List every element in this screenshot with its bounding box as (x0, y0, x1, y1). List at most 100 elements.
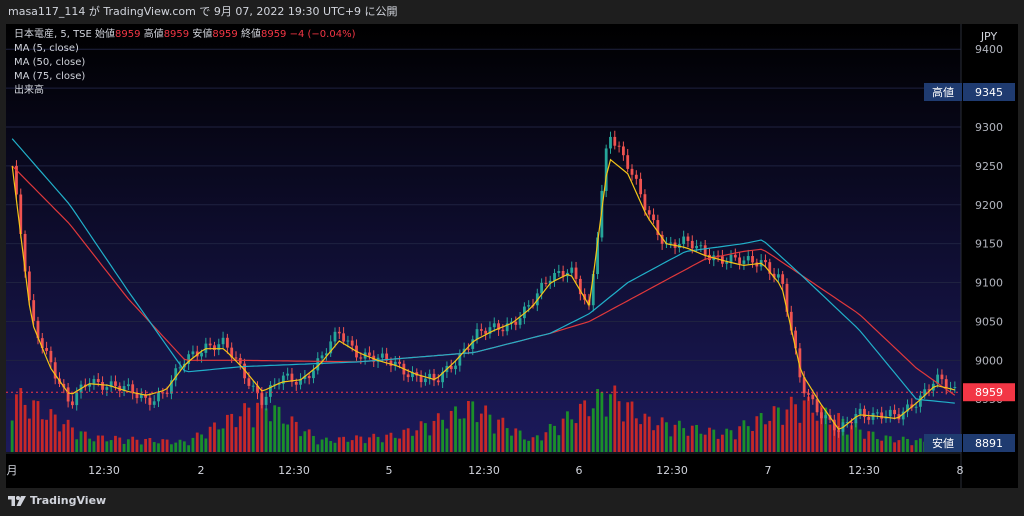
volume-bar (824, 407, 828, 452)
publish-caption: masa117_114 が TradingView.com で 9月 07, 2… (8, 5, 398, 18)
volume-bar (126, 439, 130, 452)
candle-body (389, 360, 393, 366)
x-tick-label: 12:30 (278, 464, 310, 477)
volume-bar (109, 440, 113, 452)
volume-bar (368, 437, 371, 452)
volume-bar (27, 418, 31, 452)
candle-body (312, 370, 315, 379)
volume-bar (415, 430, 419, 452)
y-tick-label: 9250 (975, 160, 1003, 173)
volume-bar (260, 392, 264, 452)
volume-bar (613, 385, 617, 452)
volume-bar (277, 406, 281, 452)
legend-low-label: 安値 (192, 29, 213, 40)
candle-body (161, 392, 165, 394)
chart-panel[interactable]: JPY8950900090509100915092009250930093509… (6, 24, 1018, 488)
volume-bar (703, 434, 707, 452)
candlestick-chart[interactable]: JPY8950900090509100915092009250930093509… (6, 24, 1018, 488)
candle-body (492, 323, 496, 328)
volume-bar (346, 441, 350, 452)
candle-body (467, 348, 470, 350)
candle-body (92, 379, 96, 384)
candle-body (27, 271, 31, 301)
y-tick-label: 9050 (975, 315, 1003, 328)
y-tick-label: 9200 (975, 199, 1003, 212)
legend-ma50[interactable]: MA (50, close) (14, 57, 86, 68)
volume-bar (217, 429, 221, 452)
candle-body (337, 331, 341, 334)
volume-bar (45, 419, 48, 452)
volume-bar (600, 392, 604, 452)
volume-bar (721, 434, 724, 452)
candle-body (548, 280, 552, 284)
candle-body (751, 256, 754, 263)
legend-ma5[interactable]: MA (5, close) (14, 43, 79, 54)
candle-body (324, 353, 328, 356)
candle-body (742, 260, 746, 264)
volume-bar (66, 419, 70, 452)
candle-body (53, 362, 57, 379)
volume-bar (652, 430, 655, 452)
candle-body (126, 384, 130, 387)
candle-body (139, 394, 143, 399)
volume-bar (492, 433, 496, 452)
high-marker-tag (924, 83, 962, 101)
candle-body (540, 282, 544, 294)
volume-bar (15, 394, 18, 452)
candle-body (144, 394, 147, 398)
volume-bar (776, 407, 780, 452)
candle-body (247, 378, 251, 386)
high-marker-price-box (963, 83, 1015, 101)
volume-bar (699, 433, 703, 452)
volume-bar (290, 416, 294, 452)
volume-bar (587, 416, 591, 452)
candle-body (157, 392, 160, 402)
candle-body (708, 254, 711, 261)
volume-bar (850, 425, 853, 452)
candle-body (789, 311, 793, 331)
candle-body (441, 372, 445, 383)
candle-body (613, 136, 617, 146)
candle-body (131, 384, 135, 394)
candle-body (307, 375, 311, 379)
volume-bar (884, 435, 888, 452)
volume-bar (195, 432, 199, 452)
volume-bar (591, 408, 595, 452)
volume-bar (299, 436, 302, 452)
volume-bar (333, 442, 337, 452)
volume-bar (441, 419, 445, 452)
volume-bar (32, 400, 36, 452)
candle-body (105, 387, 109, 390)
legend-volume[interactable]: 出来高 (14, 85, 44, 96)
volume-bar (213, 422, 216, 452)
candle-body (174, 368, 178, 381)
plot-background (6, 24, 961, 452)
volume-bar (488, 414, 492, 452)
volume-bar (501, 417, 505, 452)
volume-bar (712, 429, 716, 452)
volume-bar (320, 439, 324, 452)
candle-body (820, 412, 823, 419)
x-tick-label: 12:30 (848, 464, 880, 477)
volume-bar (484, 405, 488, 452)
legend-low-value: 8959 (212, 29, 238, 40)
legend-ma75[interactable]: MA (75, close) (14, 71, 86, 82)
candle-body (906, 404, 909, 412)
volume-bar (863, 438, 866, 452)
volume-bar (906, 438, 909, 452)
candle-body (940, 374, 944, 380)
candle-body (411, 372, 414, 378)
candle-body (359, 357, 363, 359)
volume-bar (62, 424, 66, 452)
x-tick-label: 12:30 (468, 464, 500, 477)
candle-body (669, 242, 673, 244)
volume-bar (772, 406, 776, 452)
candle-body (213, 345, 216, 351)
tradingview-brand[interactable]: TradingView (8, 494, 106, 507)
volume-bar (626, 402, 630, 452)
candle-body (901, 411, 905, 420)
volume-bar (359, 436, 363, 452)
candle-body (475, 329, 479, 340)
volume-bar (36, 401, 40, 452)
candle-body (690, 240, 694, 249)
